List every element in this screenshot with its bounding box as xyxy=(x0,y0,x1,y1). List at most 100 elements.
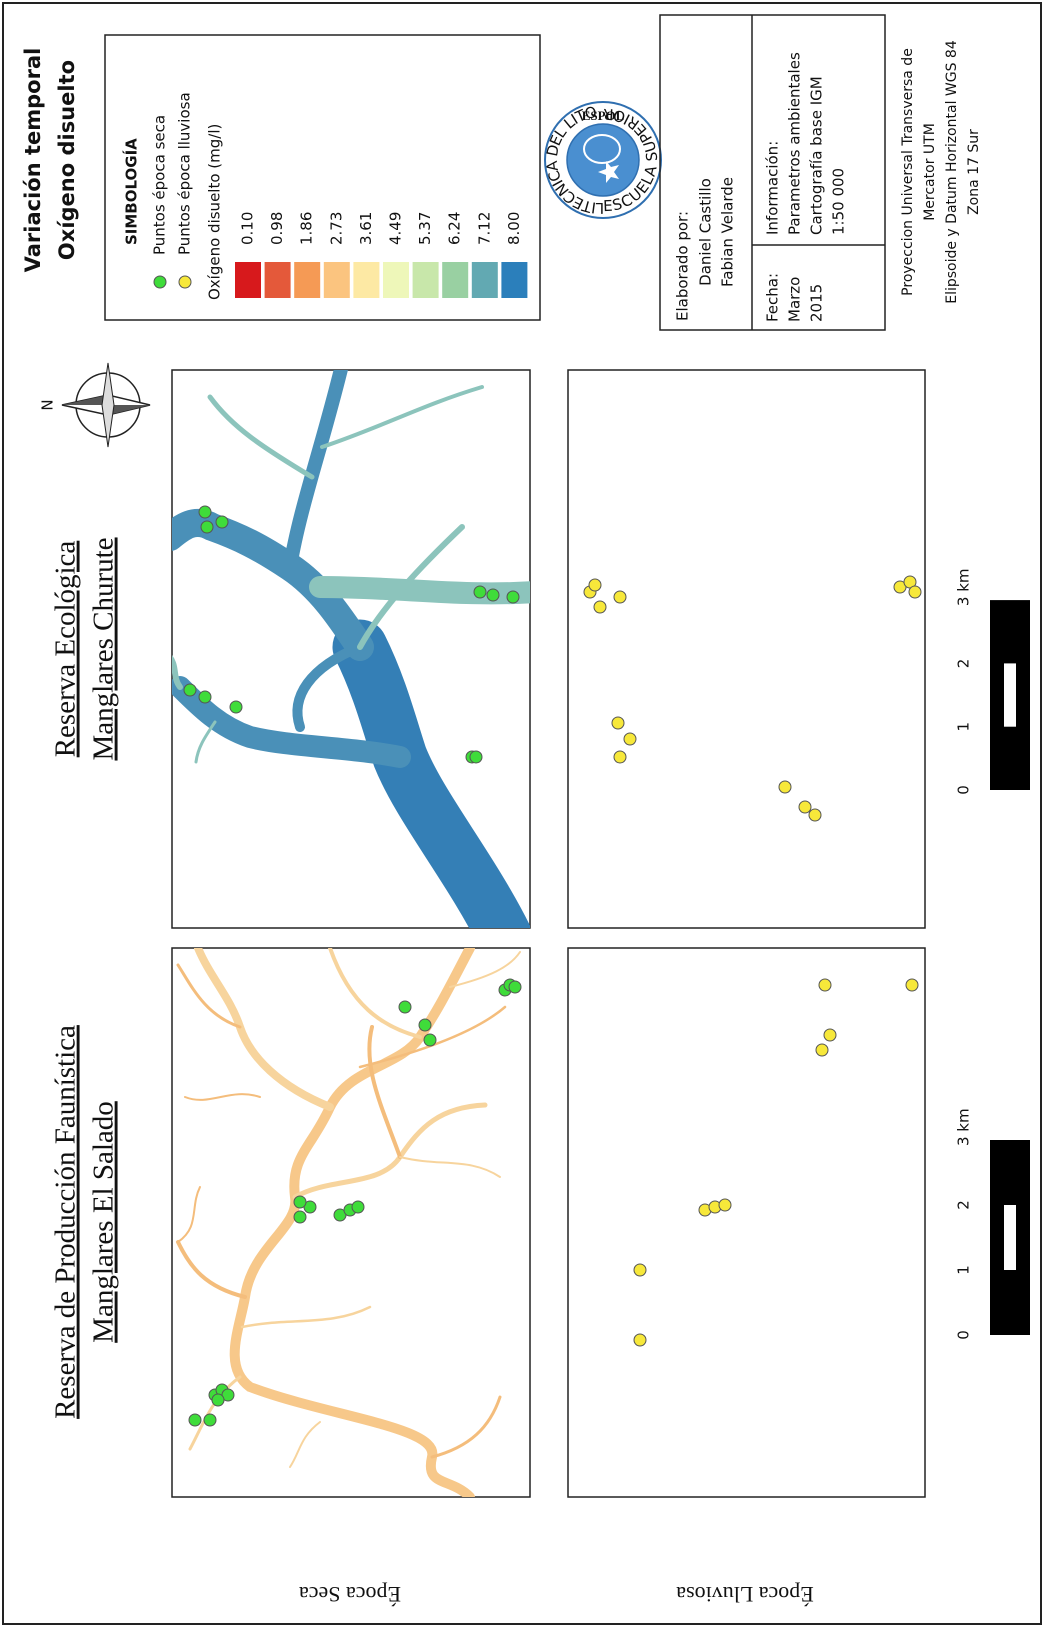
sample-point xyxy=(418,1018,432,1032)
river xyxy=(176,1240,247,1299)
legend-swatch xyxy=(383,262,409,298)
scale-label: 2 xyxy=(955,659,973,669)
sample-point xyxy=(198,690,212,704)
legend-value: 0.10 xyxy=(239,212,257,245)
info-text: Marzo xyxy=(786,277,804,322)
river xyxy=(177,1186,201,1243)
sample-point xyxy=(633,1333,647,1347)
legend-entry: Puntos época seca xyxy=(151,115,169,255)
north-arrow-cross xyxy=(101,362,115,448)
river xyxy=(292,642,365,732)
projection-text: Proyeccion Universal Transversa de xyxy=(900,48,916,296)
river xyxy=(357,524,465,650)
legend-subtitle: Oxígeno disuelto (mg/l) xyxy=(206,124,224,300)
sample-point xyxy=(718,1198,732,1212)
scale-label: 1 xyxy=(955,722,973,732)
sample-point xyxy=(188,1413,202,1427)
sample-point xyxy=(200,520,214,534)
sample-point xyxy=(423,1033,437,1047)
river xyxy=(184,1093,261,1101)
sample-point xyxy=(469,750,483,764)
map-title: Oxígeno disuelto xyxy=(55,60,79,260)
legend-title: SIMBOLOGÍA xyxy=(122,138,141,245)
scale-label: 0 xyxy=(955,1330,973,1340)
north-label: N xyxy=(39,399,57,410)
legend-swatch xyxy=(501,262,528,298)
river xyxy=(229,948,475,1497)
river xyxy=(367,1025,402,1159)
sample-point xyxy=(203,1413,217,1427)
river xyxy=(449,951,521,988)
river-network xyxy=(176,948,521,1497)
map-panel xyxy=(567,369,926,929)
sample-point xyxy=(808,808,822,822)
sample-point xyxy=(486,588,500,602)
logo-name: ESPOL xyxy=(582,108,625,123)
sample-point xyxy=(473,585,487,599)
info-text: 2015 xyxy=(808,284,826,322)
map-heading: Reserva de Producción Faunística xyxy=(50,1025,82,1419)
river xyxy=(328,948,422,1039)
sample-point xyxy=(508,980,522,994)
legend-value: 6.24 xyxy=(446,212,464,245)
river xyxy=(176,963,242,1029)
logo-star xyxy=(598,161,619,183)
legend-value: 1.86 xyxy=(298,212,316,245)
info-text: Fabian Velarde xyxy=(719,177,737,287)
legend-swatch xyxy=(294,262,321,298)
legend-point xyxy=(178,275,192,289)
river xyxy=(283,370,349,574)
map-panel xyxy=(171,947,531,1498)
projection-text: Mercator UTM xyxy=(922,123,938,221)
logo-emblem xyxy=(583,134,621,164)
info-text: Daniel Castillo xyxy=(697,178,715,286)
info-text: 1:50 000 xyxy=(830,168,848,235)
legend-value: 3.61 xyxy=(357,212,375,245)
map-heading: Reserva Ecológica xyxy=(50,541,82,758)
river xyxy=(172,676,411,768)
sample-point xyxy=(611,716,625,730)
info-box xyxy=(659,14,886,331)
river xyxy=(188,1375,242,1451)
map-heading: Manglares El Salado xyxy=(88,1101,120,1343)
sample-point xyxy=(778,780,792,794)
sample-point xyxy=(198,505,212,519)
river xyxy=(207,394,315,480)
river xyxy=(172,652,183,690)
sample-point xyxy=(293,1210,307,1224)
legend-swatch xyxy=(471,262,498,298)
sample-point xyxy=(823,1028,837,1042)
sample-point xyxy=(215,515,229,529)
projection-text: Zona 17 Sur xyxy=(966,129,982,215)
legend-value: 4.49 xyxy=(387,212,405,245)
legend-value: 7.12 xyxy=(475,212,493,245)
legend-value: 5.37 xyxy=(416,212,434,245)
legend-value: 8.00 xyxy=(505,212,523,245)
projection-text: Elipsoide y Datum Horizontal WGS 84 xyxy=(944,40,960,304)
sample-point xyxy=(818,978,832,992)
scale-label: 3 km xyxy=(955,1108,973,1146)
legend-swatch xyxy=(442,262,469,298)
river xyxy=(399,1156,501,1178)
legend-swatch xyxy=(323,262,350,298)
legend-swatch xyxy=(353,262,380,298)
river xyxy=(240,1305,372,1329)
river xyxy=(172,508,374,661)
sample-point xyxy=(613,750,627,764)
scale-bar-segment xyxy=(1004,663,1016,727)
sample-point xyxy=(623,732,637,746)
sample-point xyxy=(183,683,197,697)
info-text: Cartografía base IGM xyxy=(808,76,826,235)
legend-swatch xyxy=(235,262,261,298)
scale-label: 0 xyxy=(955,785,973,795)
sample-point xyxy=(908,585,922,599)
legend-value: 0.98 xyxy=(268,212,286,245)
legend-entry: Puntos época lluviosa xyxy=(176,92,194,255)
river xyxy=(309,576,530,605)
row-label: Época Lluviosa xyxy=(676,1582,814,1607)
legend-swatch xyxy=(264,262,291,298)
map-heading: Manglares Churute xyxy=(88,537,120,760)
